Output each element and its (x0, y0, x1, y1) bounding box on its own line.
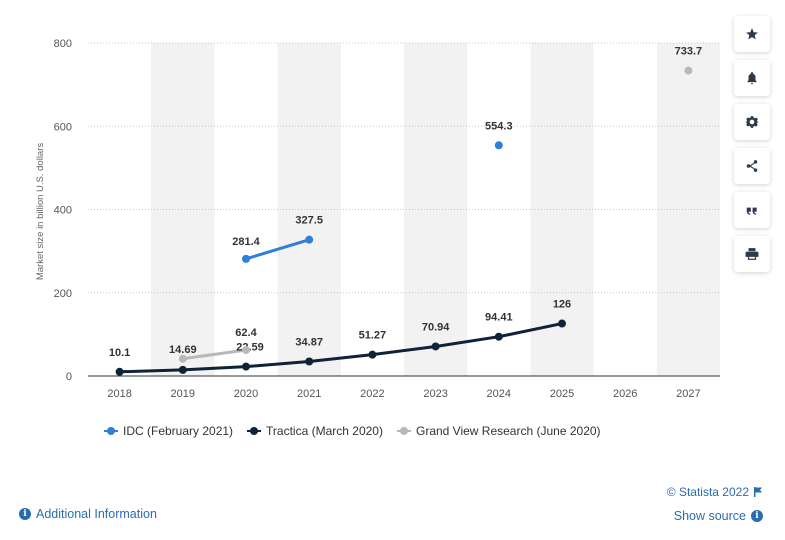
data-point (494, 141, 503, 150)
data-point (431, 342, 440, 351)
data-label: 70.94 (422, 321, 450, 333)
legend-swatch (396, 426, 411, 436)
data-point (305, 235, 314, 244)
data-label: 126 (553, 299, 571, 311)
data-label: 327.5 (295, 215, 323, 227)
y-tick-label: 600 (54, 121, 72, 133)
y-tick-label: 200 (54, 288, 72, 300)
favorite-button[interactable] (734, 16, 770, 52)
additional-information-label: Additional Information (36, 507, 157, 521)
data-point (305, 357, 314, 366)
data-label: 34.87 (295, 336, 323, 348)
legend-item[interactable]: Grand View Research (June 2020) (396, 424, 601, 438)
statista-credit-link[interactable]: © Statista 2022 (667, 485, 762, 499)
x-tick-label: 2018 (107, 388, 131, 400)
x-tick-label: 2027 (676, 388, 700, 400)
y-tick-label: 400 (54, 205, 72, 217)
data-label: 51.27 (359, 330, 387, 342)
legend-item[interactable]: IDC (February 2021) (104, 424, 233, 438)
additional-information-link[interactable]: i Additional Information (19, 507, 157, 521)
data-point (242, 362, 250, 371)
series-line (181, 365, 248, 372)
x-tick-label: 2019 (171, 388, 195, 400)
print-button[interactable] (734, 236, 770, 272)
legend-swatch (247, 426, 262, 436)
credit-label: © Statista 2022 (666, 485, 749, 499)
show-source-link[interactable]: Show source i (674, 509, 763, 523)
data-point (558, 319, 566, 328)
chart-toolbar (734, 16, 770, 272)
data-label: 94.41 (485, 312, 513, 324)
data-point (178, 365, 187, 374)
series-line (370, 344, 438, 357)
gear-icon (745, 116, 759, 128)
notification-button[interactable] (734, 60, 770, 96)
show-source-label: Show source (673, 509, 746, 523)
share-icon (746, 160, 758, 172)
x-tick-label: 2024 (487, 388, 511, 400)
series-line (497, 322, 564, 339)
y-tick-label: 800 (54, 38, 72, 50)
series-line (244, 359, 311, 369)
series-line (118, 368, 185, 374)
column-band (277, 43, 341, 376)
series-line (181, 348, 248, 361)
legend-item[interactable]: Tractica (March 2020) (247, 424, 383, 438)
data-label: 62.4 (235, 327, 257, 339)
data-label: 14.69 (169, 344, 197, 356)
data-point (494, 332, 503, 341)
data-point (178, 354, 187, 363)
data-point (368, 350, 377, 359)
data-point (684, 66, 693, 75)
series-line (244, 238, 311, 261)
x-tick-label: 2026 (613, 388, 637, 400)
share-button[interactable] (734, 148, 770, 184)
chart-area: 0 200 400 600 800 2018 2019 2020 2021 2022 2023 202… (35, 38, 720, 400)
info-icon: i (19, 508, 31, 520)
flag-icon (754, 487, 762, 497)
data-point (242, 346, 250, 355)
data-label: 733.7 (675, 46, 703, 58)
settings-button[interactable] (734, 104, 770, 140)
x-tick-label: 2025 (550, 388, 574, 400)
x-tick-label: 2023 (423, 388, 447, 400)
chart: 0 200 400 600 800 2018 2019 2020 2021 2022 2023 202… (35, 38, 720, 400)
data-point (242, 254, 250, 263)
data-label: 281.4 (232, 236, 260, 248)
x-tick-label: 2020 (234, 388, 258, 400)
cite-button[interactable] (734, 192, 770, 228)
series-line (307, 353, 374, 363)
legend-label: Tractica (March 2020) (266, 424, 383, 438)
legend-label: Grand View Research (June 2020) (415, 424, 601, 438)
y-axis-title: Market size in billion U.S. dollars (35, 143, 46, 281)
column-band (404, 43, 468, 376)
data-point (115, 367, 124, 376)
x-tick-label: 2022 (360, 388, 384, 400)
info-icon: i (751, 510, 763, 522)
quote-icon (746, 207, 757, 215)
star-icon (746, 28, 758, 40)
x-tick-label: 2021 (297, 388, 321, 400)
data-label: 22.59 (236, 342, 264, 354)
print-icon (745, 248, 759, 260)
data-label: 10.1 (109, 347, 130, 359)
y-tick-label: 0 (66, 371, 72, 383)
series-line (434, 335, 501, 348)
legend: IDC (February 2021) Tractica (March 2020)… (104, 424, 601, 438)
legend-swatch (104, 426, 118, 436)
data-label: 554.3 (485, 120, 513, 132)
bell-icon (747, 72, 757, 85)
legend-label: IDC (February 2021) (123, 424, 234, 438)
column-band (151, 43, 215, 376)
